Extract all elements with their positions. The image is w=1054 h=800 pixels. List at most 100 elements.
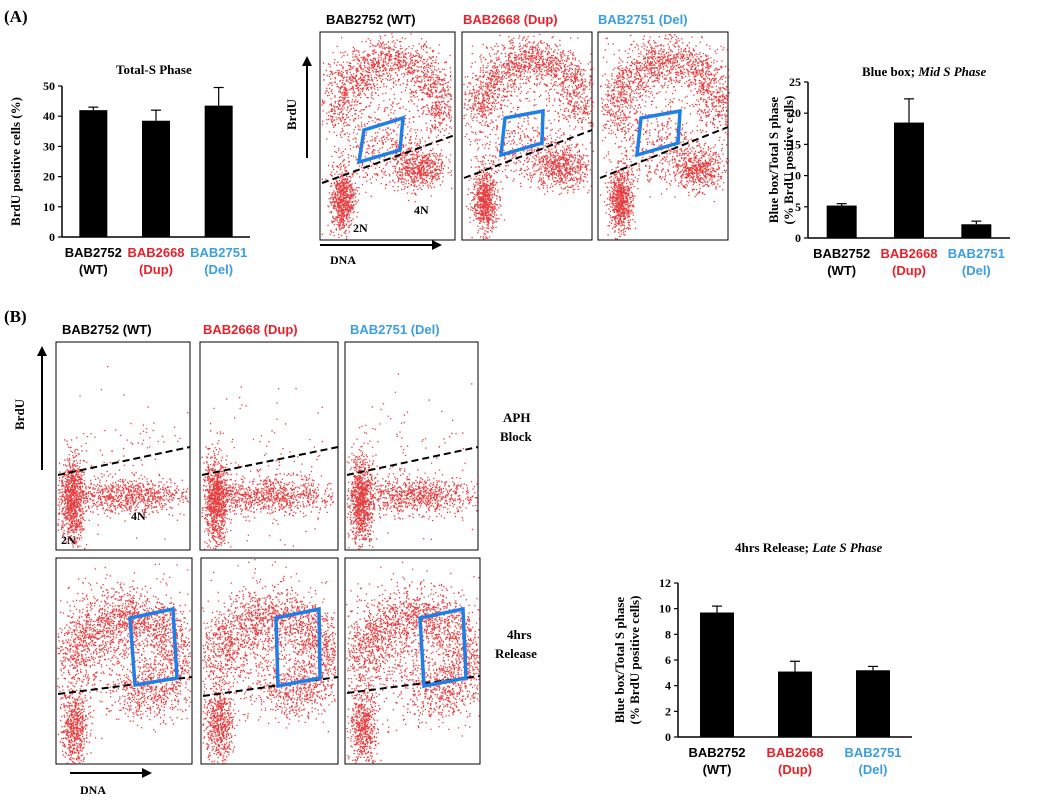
flow-a-dots-wt <box>321 33 453 240</box>
flow-a-frame-wt <box>319 31 456 241</box>
flow-a-heading-dup: BAB2668 (Dup) <box>463 12 558 27</box>
chart-title: Blue box; Mid S Phase <box>862 64 986 79</box>
x-tick-label-tag: (Del) <box>204 262 233 277</box>
flow-a-brdu-label: BrdU <box>284 98 299 130</box>
flow-b-heading-wt: BAB2752 (WT) <box>62 322 152 337</box>
x-tick-label-tag: (Dup) <box>139 262 173 277</box>
chart-ylabel-line1: Blue box/Total S phase <box>612 597 627 724</box>
y-tick-label: 0 <box>665 730 671 744</box>
flow-a-heading-del: BAB2751 (Del) <box>598 12 688 27</box>
release-label-line1: 4hrs <box>507 627 532 642</box>
y-tick-label: 0 <box>49 230 55 244</box>
flow-a-gate-wt <box>356 115 405 165</box>
y-tick-label: 10 <box>659 602 671 616</box>
y-tick-label: 50 <box>43 79 55 93</box>
bar <box>79 110 108 237</box>
y-tick-label: 12 <box>659 576 671 590</box>
flow-a-dots-del <box>599 33 730 240</box>
y-tick-label: 8 <box>665 627 671 641</box>
flow-a-dots-dup <box>463 33 595 240</box>
flow-b-aph-dots-del <box>346 373 479 551</box>
flow-b-aph-threshold-dup <box>201 446 339 476</box>
x-tick-label-tag: (Del) <box>962 263 991 278</box>
chart-mid-s-phase: Blue box; Mid S Phase Blue box/Total S ph… <box>766 64 1010 278</box>
y-tick-label: 30 <box>43 139 55 153</box>
bar <box>826 205 857 238</box>
y-tick-label: 20 <box>789 106 801 120</box>
panel-b-label: (B) <box>4 307 27 326</box>
y-tick-label: 10 <box>43 200 55 214</box>
flow-b-aph-frame-wt <box>55 341 191 551</box>
chart-ylabel: BrdU positive cells (%) <box>8 97 23 226</box>
chart-ylabel-line2: (% BrdU positive cells) <box>781 96 796 225</box>
panel-a-label: (A) <box>4 7 28 26</box>
x-tick-label-id: BAB2751 <box>190 245 247 260</box>
y-tick-label: 25 <box>789 75 801 89</box>
flow-a-4n-label: 4N <box>414 203 429 217</box>
flow-b-aph-dots-dup <box>201 386 335 550</box>
flow-b-rel-gate-dup <box>274 606 322 689</box>
release-label-line2: Release <box>495 646 537 661</box>
flow-b-heading-del: BAB2751 (Del) <box>350 322 440 337</box>
bar <box>961 224 992 238</box>
flow-b-rel-frame-del <box>344 557 481 765</box>
flow-b-rel-gate-wt <box>128 606 179 688</box>
chart-ylabel-line2: (% BrdU positive cells) <box>627 596 642 725</box>
flow-b-rel-gate-del <box>418 606 468 689</box>
y-tick-label: 20 <box>43 170 55 184</box>
x-tick-label-tag: (WT) <box>703 762 732 777</box>
y-tick-label: 10 <box>789 169 801 183</box>
x-tick-label-tag: (WT) <box>827 263 856 278</box>
x-tick-label-id: BAB2752 <box>688 745 745 760</box>
flow-a-dna-label: DNA <box>330 253 356 267</box>
flow-b-rel-frame-wt <box>55 557 193 765</box>
bar <box>700 612 734 737</box>
x-tick-label-id: BAB2668 <box>766 745 823 760</box>
bar <box>142 120 170 237</box>
x-tick-label-id: BAB2752 <box>813 246 870 261</box>
chart-title: Total-S Phase <box>116 62 192 77</box>
flow-a-threshold-del <box>599 126 729 179</box>
flow-b-rel-dots-del <box>346 561 481 764</box>
x-tick-label-id: BAB2668 <box>880 246 937 261</box>
flow-a-2n-label: 2N <box>353 221 368 235</box>
flow-b-rel-dots-wt <box>57 563 192 764</box>
chart-title: 4hrs Release; Late S Phase <box>735 540 883 555</box>
x-tick-label-tag: (Del) <box>859 762 888 777</box>
chart-ylabel-line1: Blue box/Total S phase <box>766 97 781 224</box>
y-tick-label: 2 <box>665 704 671 718</box>
flow-a-threshold-wt <box>321 134 456 184</box>
flow-a-threshold-dup <box>463 129 593 179</box>
flow-b-rel-dots-dup <box>202 559 337 764</box>
flow-a-heading-wt: BAB2752 (WT) <box>326 12 416 27</box>
flow-b-brdu-label: BrdU <box>12 398 27 430</box>
y-tick-label: 0 <box>795 231 801 245</box>
bar <box>204 105 233 237</box>
x-tick-label-tag: (WT) <box>79 262 108 277</box>
flow-b-2n-label: 2N <box>61 533 76 547</box>
y-tick-label: 6 <box>665 653 671 667</box>
flow-b-aph-frame-del <box>344 341 479 551</box>
x-tick-label-id: BAB2751 <box>844 745 901 760</box>
flow-a-frame-dup <box>461 31 593 241</box>
y-tick-label: 40 <box>43 109 55 123</box>
x-tick-label-id: BAB2751 <box>948 246 1005 261</box>
x-tick-label-id: BAB2752 <box>65 245 122 260</box>
flow-b-aph-threshold-wt <box>57 446 191 476</box>
y-tick-label: 5 <box>795 200 801 214</box>
x-tick-label-id: BAB2668 <box>127 245 184 260</box>
chart-total-s-phase: Total-S Phase BrdU positive cells (%) 0 10 2… <box>8 62 250 277</box>
bar <box>856 670 890 737</box>
flow-b-aph-dots-wt <box>57 366 191 550</box>
flow-a-gate-del <box>634 108 682 158</box>
bar <box>778 671 812 737</box>
flow-b-rel-frame-dup <box>200 557 339 765</box>
y-tick-label: 15 <box>789 137 801 151</box>
flow-b-4n-label: 4N <box>131 509 146 523</box>
x-tick-label-tag: (Dup) <box>892 263 926 278</box>
flow-a-gate-dup <box>498 108 545 158</box>
aph-label-line1: APH <box>503 410 530 425</box>
x-tick-label-tag: (Dup) <box>778 762 812 777</box>
flow-b-aph-threshold-del <box>346 446 479 476</box>
